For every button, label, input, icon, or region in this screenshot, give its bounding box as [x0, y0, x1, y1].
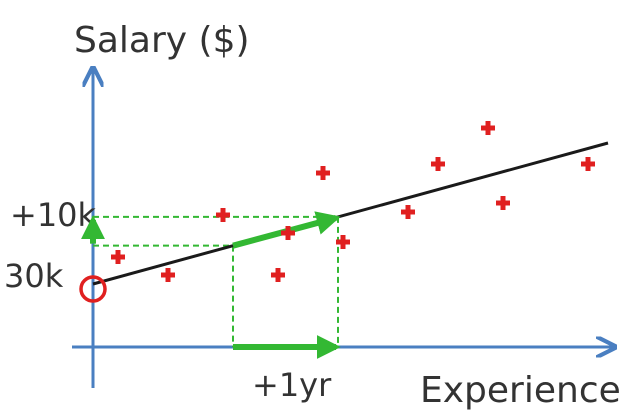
- intercept-marker-layer: [79, 275, 107, 303]
- data-point: [336, 235, 350, 249]
- data-point: [271, 268, 285, 282]
- intercept-marker: [79, 275, 107, 303]
- fit-line-layer: [92, 141, 609, 286]
- regression-line: [92, 141, 609, 286]
- data-point: [481, 121, 495, 135]
- y-tick-label-intercept: 30k: [4, 257, 64, 295]
- data-point: [316, 166, 330, 180]
- data-point: [281, 226, 295, 240]
- data-point: [496, 196, 510, 210]
- data-point: [431, 157, 445, 171]
- x-axis-label: Experience: [420, 370, 621, 411]
- data-point: [581, 157, 595, 171]
- x-annotation-label: +1yr: [252, 366, 332, 404]
- slope-guides: [81, 215, 341, 359]
- data-points: [111, 121, 595, 282]
- data-point: [111, 250, 125, 264]
- data-point: [161, 268, 175, 282]
- y-axis-label: Salary ($): [74, 20, 250, 61]
- y-tick-label-increment: +10k: [10, 196, 97, 234]
- data-point: [401, 205, 415, 219]
- data-point: [216, 208, 230, 222]
